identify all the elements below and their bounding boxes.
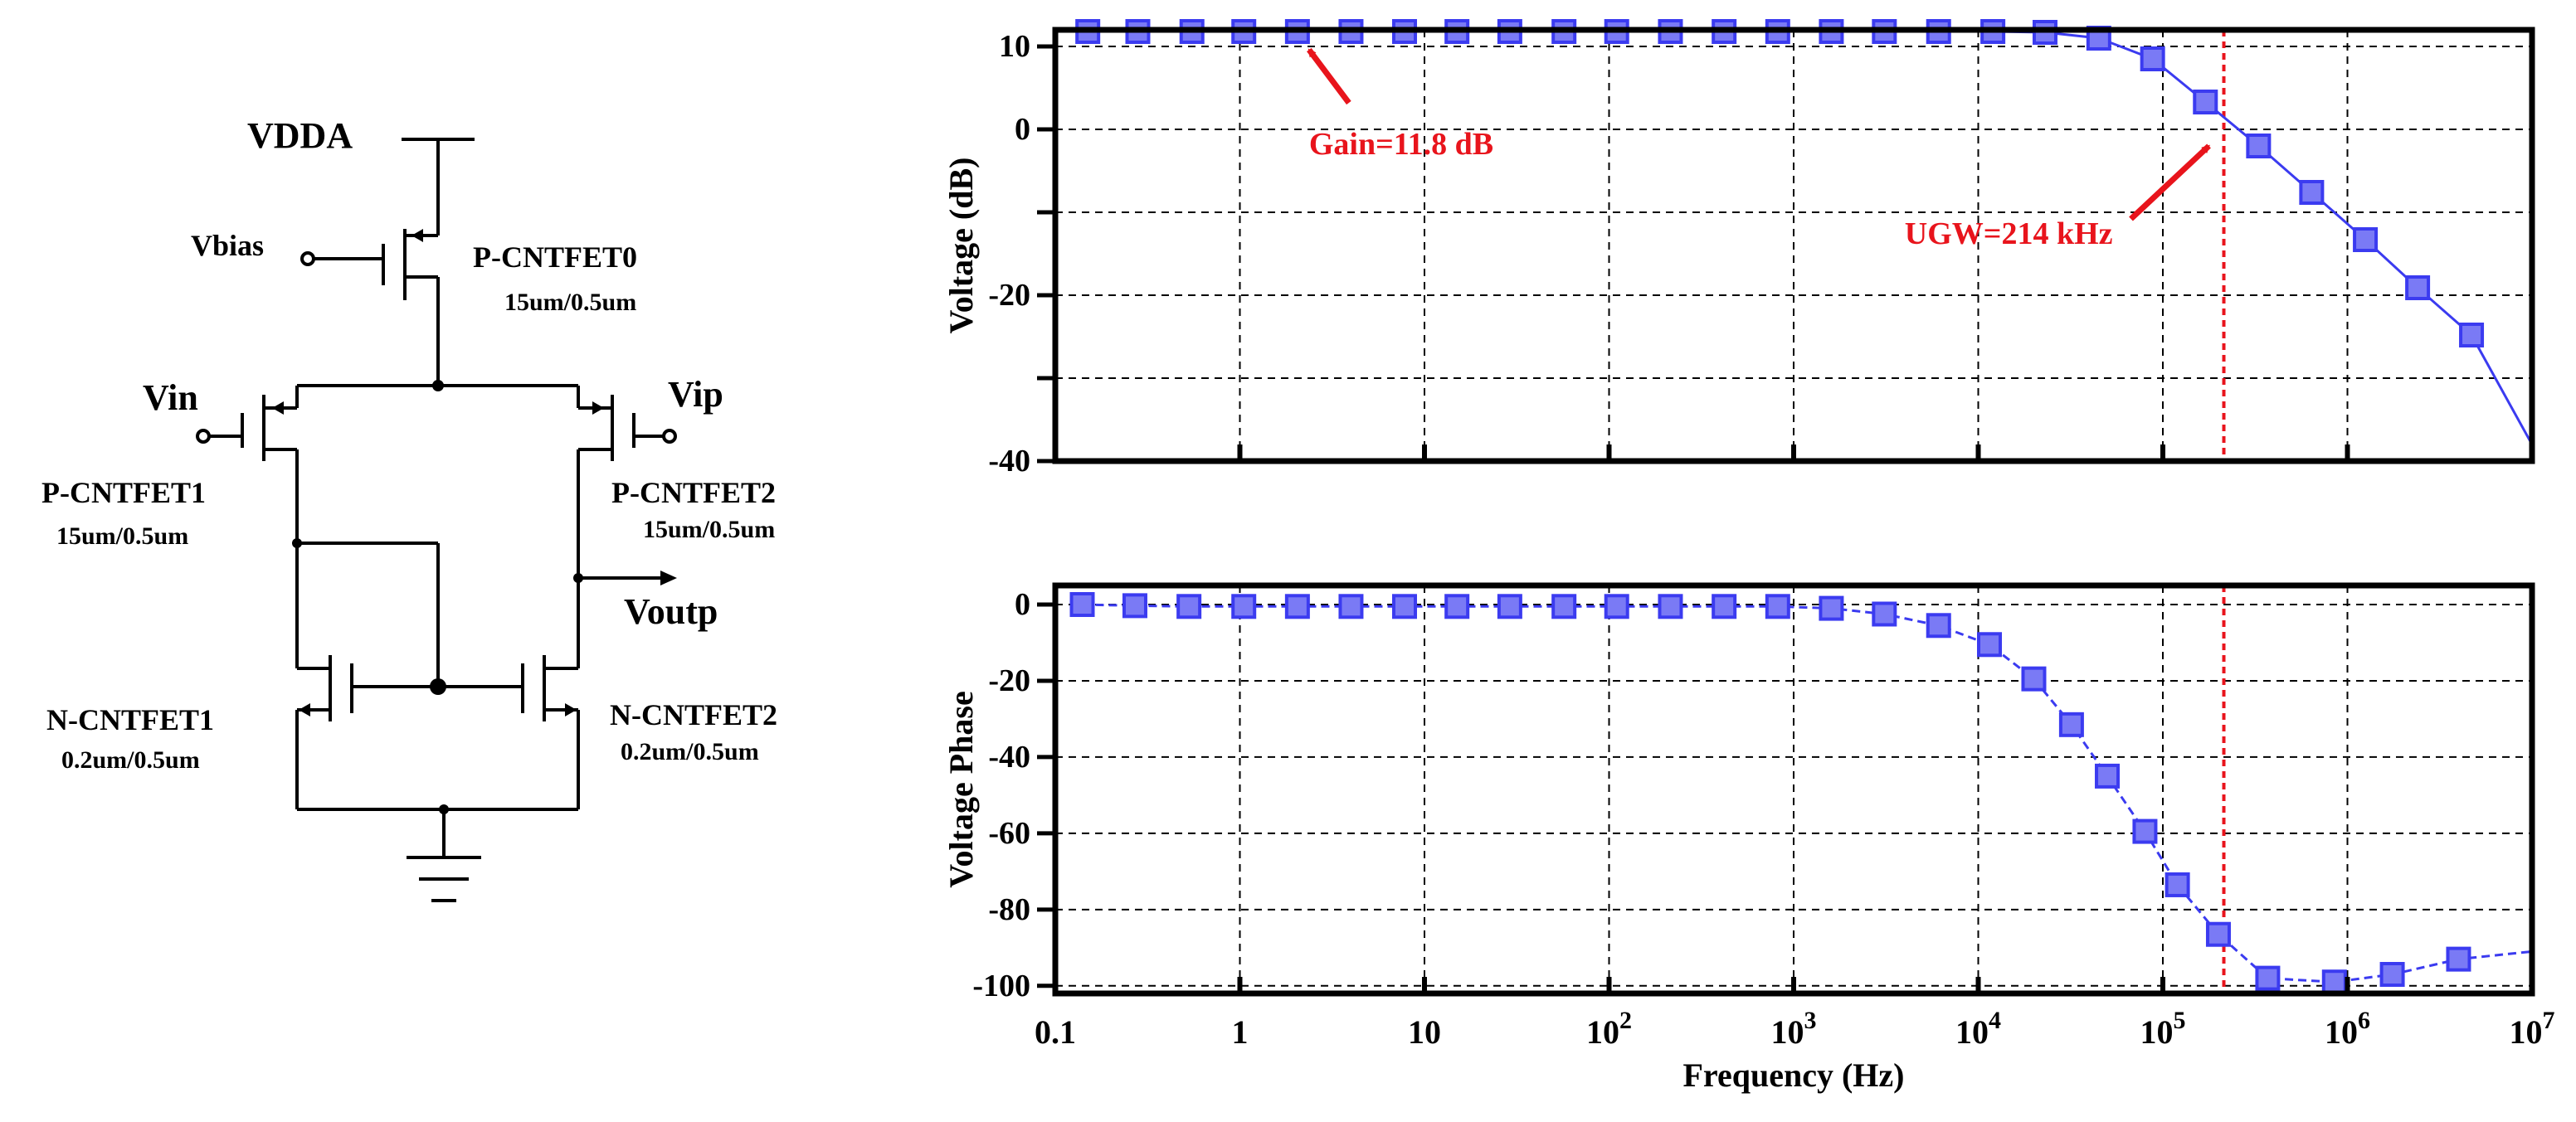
p-cntfet2-size: 15um/0.5um bbox=[643, 516, 775, 543]
n-cntfet1-size: 0.2um/0.5um bbox=[61, 746, 200, 774]
data-point bbox=[1069, 591, 1095, 617]
y-axis-label: Voltage Phase bbox=[942, 691, 980, 887]
y-tick-label: -20 bbox=[988, 278, 1030, 313]
y-tick-label: -100 bbox=[972, 969, 1030, 1003]
data-point bbox=[1604, 594, 1629, 619]
data-point bbox=[2379, 962, 2405, 988]
data-point bbox=[2446, 946, 2471, 972]
x-tick-label: 1 bbox=[1232, 1013, 1249, 1051]
y-tick-label: -20 bbox=[988, 663, 1030, 698]
data-point bbox=[1176, 594, 1202, 619]
data-point bbox=[2132, 818, 2158, 844]
vdd-label: VDDA bbox=[247, 115, 353, 156]
data-point bbox=[2095, 763, 2121, 789]
data-point bbox=[2459, 323, 2485, 347]
data-point bbox=[2058, 712, 2084, 737]
n-cntfet2-label: N-CNTFET2 bbox=[610, 698, 777, 731]
data-point bbox=[1391, 594, 1417, 619]
data-point bbox=[1872, 601, 1897, 627]
data-point bbox=[2321, 969, 2347, 995]
y-tick-label: -80 bbox=[988, 892, 1030, 927]
data-point bbox=[2193, 90, 2218, 114]
x-tick-label: 103 bbox=[1771, 1007, 1817, 1051]
gate-node bbox=[430, 678, 446, 695]
n-cntfet2-symbol bbox=[438, 655, 580, 809]
circuit-schematic bbox=[196, 138, 677, 902]
vip-label: Vip bbox=[668, 374, 723, 415]
x-tick-label: 104 bbox=[1955, 1007, 2001, 1051]
y-tick-label: 0 bbox=[1015, 112, 1030, 147]
p-cntfet2-label: P-CNTFET2 bbox=[611, 476, 776, 509]
p-cntfet0-size: 15um/0.5um bbox=[504, 289, 636, 316]
data-point bbox=[2299, 180, 2325, 205]
ugw-annotation: UGW=214 kHz bbox=[1905, 216, 2113, 251]
data-point bbox=[2021, 666, 2047, 692]
vin-label: Vin bbox=[143, 377, 198, 418]
data-point bbox=[1765, 594, 1790, 619]
vout-label: Voutp bbox=[624, 591, 718, 632]
x-tick-label: 107 bbox=[2510, 1007, 2555, 1051]
y-tick-label: 10 bbox=[999, 29, 1030, 64]
x-tick-label: 106 bbox=[2325, 1007, 2370, 1051]
series-line bbox=[1055, 30, 2534, 445]
data-point bbox=[1444, 594, 1470, 619]
phase-chart: 0 -20 -40 -60 -80 -100 Voltage Phase 0.1 1 10 102 1… bbox=[942, 582, 2555, 1094]
data-point bbox=[1926, 613, 1951, 639]
data-point bbox=[2246, 134, 2272, 158]
ground-icon bbox=[407, 856, 481, 902]
output-arrow bbox=[660, 571, 677, 585]
data-point bbox=[2165, 872, 2190, 897]
data-point bbox=[2205, 921, 2231, 947]
data-point bbox=[1712, 594, 1737, 619]
data-point bbox=[1551, 594, 1577, 619]
ugw-arrow bbox=[2129, 143, 2211, 221]
y-tick-label: -40 bbox=[988, 444, 1030, 478]
x-tick-label: 0.1 bbox=[1035, 1013, 1076, 1051]
p-cntfet1-symbol bbox=[196, 386, 299, 668]
data-point bbox=[1338, 594, 1364, 619]
data-point bbox=[1977, 632, 2003, 658]
n-cntfet2-size: 0.2um/0.5um bbox=[621, 738, 759, 765]
y-axis-label: Voltage (dB) bbox=[942, 158, 980, 334]
data-point bbox=[1284, 594, 1310, 619]
x-tick-label: 102 bbox=[1586, 1007, 1632, 1051]
data-point bbox=[1819, 595, 1844, 621]
y-tick-label: -40 bbox=[988, 740, 1030, 775]
grid bbox=[1055, 30, 2532, 461]
p-cntfet0-symbol bbox=[300, 229, 440, 386]
n-cntfet1-symbol bbox=[295, 655, 438, 809]
data-point bbox=[1231, 594, 1257, 619]
p-cntfet1-size: 15um/0.5um bbox=[56, 522, 188, 550]
x-tick-label: 10 bbox=[1408, 1013, 1441, 1051]
vbias-label: Vbias bbox=[191, 229, 264, 262]
p-cntfet2-symbol bbox=[577, 386, 677, 668]
tail-node bbox=[432, 380, 444, 391]
data-point bbox=[2255, 965, 2281, 991]
data-point bbox=[2353, 227, 2379, 252]
x-axis-label: Frequency (Hz) bbox=[1683, 1056, 1905, 1094]
series-line bbox=[1082, 603, 2533, 984]
grid bbox=[1055, 585, 2532, 993]
gain-chart: 10 0 -20 -40 Voltage (dB) Gain=11.8 dB UGW=214… bbox=[942, 19, 2535, 478]
gain-annotation: Gain=11.8 dB bbox=[1309, 127, 1493, 162]
y-tick-label: -60 bbox=[988, 816, 1030, 851]
x-tick-label: 105 bbox=[2140, 1007, 2186, 1051]
data-point bbox=[2405, 275, 2431, 300]
data-point bbox=[1658, 594, 1683, 619]
y-tick-label: 0 bbox=[1015, 587, 1030, 622]
data-point bbox=[1122, 593, 1147, 619]
n-cntfet1-label: N-CNTFET1 bbox=[46, 703, 214, 736]
p-cntfet0-label: P-CNTFET0 bbox=[473, 240, 637, 274]
data-point bbox=[2140, 46, 2165, 71]
gain-arrow bbox=[1307, 47, 1351, 105]
data-point bbox=[1497, 594, 1522, 619]
p-cntfet1-label: P-CNTFET1 bbox=[41, 476, 206, 509]
